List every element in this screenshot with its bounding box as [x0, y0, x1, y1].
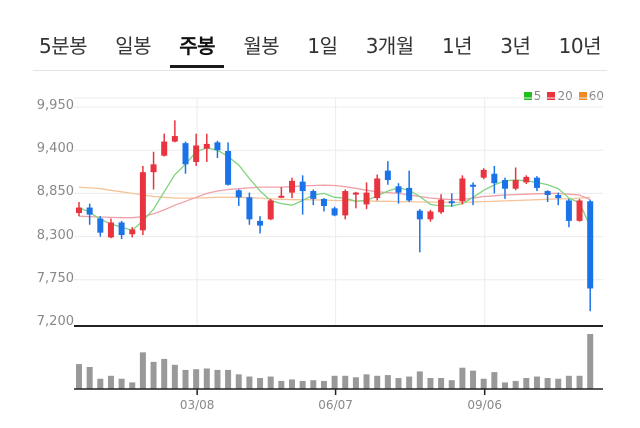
- tab-5[interactable]: 3개월: [365, 34, 415, 58]
- tab-1[interactable]: 일봉: [115, 34, 152, 58]
- tab-6[interactable]: 1년: [441, 34, 473, 58]
- y-tick-label: 8,300: [36, 227, 74, 243]
- x-tick-label: 03/08: [179, 398, 215, 412]
- y-tick-label: 8,850: [36, 184, 74, 200]
- x-tick-label: 09/06: [467, 398, 502, 412]
- legend-swatch-icon: [523, 92, 532, 100]
- y-tick-label: 9,950: [36, 98, 74, 113]
- tab-2[interactable]: 주봉: [170, 26, 224, 68]
- tab-7[interactable]: 3년: [500, 34, 531, 58]
- legend-item-ma60[interactable]: 60: [578, 89, 604, 103]
- tab-0[interactable]: 5분봉: [39, 34, 88, 58]
- y-tick-label: 7,200: [36, 314, 74, 329]
- legend-label: 20: [557, 89, 573, 103]
- legend-swatch-icon: [578, 92, 587, 100]
- legend-label: 60: [588, 89, 604, 103]
- ma-legend: 5 20 60: [523, 89, 604, 103]
- tab-4[interactable]: 1일: [307, 34, 338, 58]
- period-tabs: 5분봉 일봉 주봉 월봉 1일 3개월 1년 3년 10년: [33, 26, 607, 71]
- y-tick-label: 7,750: [36, 270, 74, 286]
- legend-label: 5: [533, 89, 542, 103]
- tab-3[interactable]: 월봉: [243, 34, 280, 58]
- legend-swatch-icon: [547, 92, 556, 100]
- legend-item-ma20[interactable]: 20: [547, 89, 573, 103]
- tab-8[interactable]: 10년: [558, 34, 602, 58]
- y-tick-label: 9,400: [36, 141, 74, 157]
- legend-item-ma5[interactable]: 5: [523, 89, 542, 103]
- x-tick-label: 06/07: [318, 398, 353, 412]
